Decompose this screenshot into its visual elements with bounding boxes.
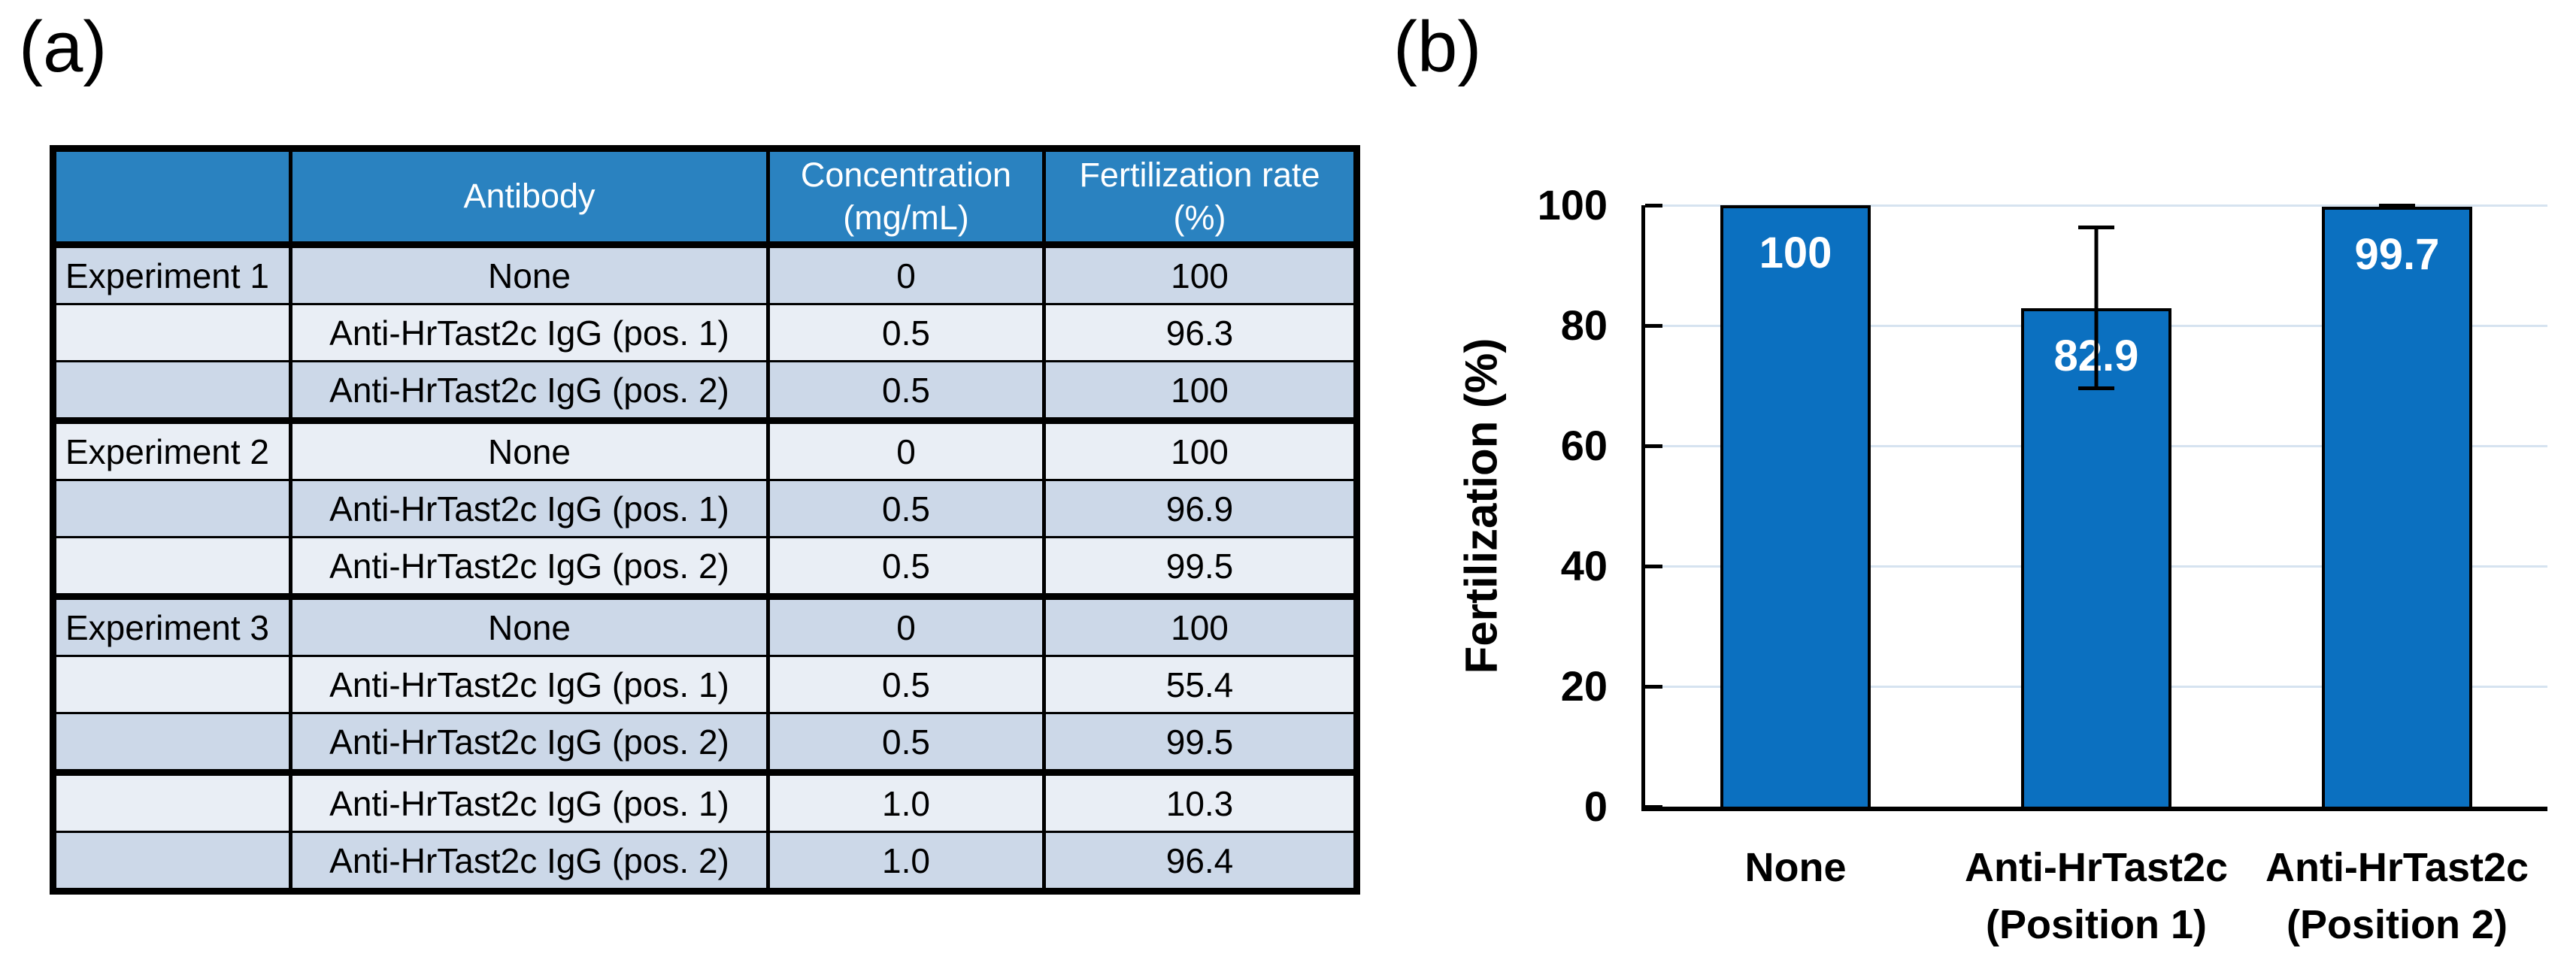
error-bar-top-cap	[2078, 226, 2114, 230]
table-row: Experiment 1 None 0 100	[51, 244, 1359, 305]
table-row: Anti-HrTast2c IgG (pos. 2) 1.0 96.4	[51, 831, 1359, 892]
experiment-cell	[51, 655, 292, 714]
fertilization-table: Antibody Concentration (mg/mL) Fertiliza…	[50, 145, 1360, 895]
y-axis-tick	[1645, 564, 1662, 568]
antibody-cell: Anti-HrTast2c IgG (pos. 2)	[289, 831, 770, 892]
table-row: Anti-HrTast2c IgG (pos. 2) 0.5 100	[51, 360, 1359, 424]
experiment-cell: Experiment 1	[51, 244, 292, 305]
concentration-cell: 0.5	[766, 536, 1046, 600]
x-axis-label: Anti-HrTast2c (Position 1)	[1964, 845, 2229, 947]
panel-a-label: (a)	[19, 7, 108, 87]
y-tick-label: 80	[1560, 301, 1608, 349]
gridline	[1645, 204, 2547, 207]
y-axis-tick	[1645, 323, 1662, 328]
rate-cell: 99.5	[1042, 536, 1359, 600]
concentration-cell: 0.5	[766, 712, 1046, 776]
antibody-cell: Anti-HrTast2c IgG (pos. 1)	[289, 479, 770, 538]
bar-1: 100	[1720, 205, 1871, 807]
rate-cell: 100	[1042, 360, 1359, 424]
experiment-cell	[51, 303, 292, 362]
antibody-cell: Anti-HrTast2c IgG (pos. 1)	[289, 771, 770, 833]
antibody-cell: None	[289, 244, 770, 305]
bar-value-label: 100	[1759, 229, 1832, 277]
experiment-cell: Experiment 3	[51, 595, 292, 657]
antibody-cell: Anti-HrTast2c IgG (pos. 2)	[289, 360, 770, 424]
concentration-cell: 1.0	[766, 771, 1046, 833]
y-axis-tick	[1645, 804, 1662, 809]
y-axis-title: Fertilization (%)	[1456, 338, 1507, 674]
antibody-cell: Anti-HrTast2c IgG (pos. 2)	[289, 536, 770, 600]
y-axis-tick	[1645, 203, 1662, 207]
antibody-cell: Anti-HrTast2c IgG (pos. 1)	[289, 655, 770, 714]
experiment-cell	[51, 771, 292, 833]
antibody-cell: None	[289, 595, 770, 657]
fertilization-rate-header-cell: Fertilization rate (%)	[1042, 147, 1359, 248]
concentration-cell: 0	[766, 419, 1046, 481]
table-row: Anti-HrTast2c IgG (pos. 1) 1.0 10.3	[51, 771, 1359, 833]
plot-area: Fertilization (%) 0 20 40 60 80 100 100 None 82.…	[1456, 184, 2547, 947]
y-tick-label: 40	[1560, 542, 1608, 589]
experiment-cell	[51, 360, 292, 424]
x-axis-label: Anti-HrTast2c (Position 2)	[2265, 845, 2529, 947]
table-header-row: Antibody Concentration (mg/mL) Fertiliza…	[51, 147, 1359, 248]
table-row: Anti-HrTast2c IgG (pos. 1) 0.5 96.9	[51, 479, 1359, 538]
bar-3: 99.7	[2322, 207, 2472, 807]
table-row: Anti-HrTast2c IgG (pos. 2) 0.5 99.5	[51, 712, 1359, 776]
y-tick-label: 100	[1537, 181, 1608, 229]
concentration-cell: 0.5	[766, 303, 1046, 362]
error-bar-bottom-cap	[2078, 386, 2114, 391]
rate-cell: 96.4	[1042, 831, 1359, 892]
panel-b-label: (b)	[1393, 7, 1482, 87]
table-row: Anti-HrTast2c IgG (pos. 2) 0.5 99.5	[51, 536, 1359, 600]
error-bar	[2078, 226, 2114, 391]
experiment-cell	[51, 712, 292, 776]
table-row: Anti-HrTast2c IgG (pos. 1) 0.5 55.4	[51, 655, 1359, 714]
y-tick-label: 60	[1560, 422, 1608, 469]
rate-cell: 96.9	[1042, 479, 1359, 538]
y-tick-label: 20	[1560, 662, 1608, 710]
table-row: Anti-HrTast2c IgG (pos. 1) 0.5 96.3	[51, 303, 1359, 362]
experiment-cell	[51, 831, 292, 892]
error-bar-top-cap	[2379, 204, 2415, 208]
error-bar	[2379, 204, 2415, 210]
table-row: Experiment 2 None 0 100	[51, 419, 1359, 481]
concentration-header-cell: Concentration (mg/mL)	[766, 147, 1046, 248]
concentration-cell: 0.5	[766, 655, 1046, 714]
x-axis-label: None	[1744, 845, 1847, 890]
error-bar-bottom-cap	[2379, 206, 2415, 210]
rate-cell: 100	[1042, 419, 1359, 481]
rate-cell: 10.3	[1042, 771, 1359, 833]
concentration-cell: 0	[766, 244, 1046, 305]
table-row: Experiment 3 None 0 100	[51, 595, 1359, 657]
y-axis-tick	[1645, 444, 1662, 448]
rate-cell: 96.3	[1042, 303, 1359, 362]
concentration-cell: 0.5	[766, 479, 1046, 538]
concentration-cell: 1.0	[766, 831, 1046, 892]
experiment-cell	[51, 536, 292, 600]
experiment-cell	[51, 479, 292, 538]
concentration-cell: 0	[766, 595, 1046, 657]
y-axis-tick	[1645, 684, 1662, 689]
antibody-cell: Anti-HrTast2c IgG (pos. 2)	[289, 712, 770, 776]
rate-cell: 100	[1042, 595, 1359, 657]
corner-header-cell	[51, 147, 292, 248]
antibody-header-cell: Antibody	[289, 147, 770, 248]
antibody-cell: Anti-HrTast2c IgG (pos. 1)	[289, 303, 770, 362]
concentration-cell: 0.5	[766, 360, 1046, 424]
antibody-cell: None	[289, 419, 770, 481]
rate-cell: 55.4	[1042, 655, 1359, 714]
y-tick-label: 0	[1583, 783, 1608, 830]
rate-cell: 99.5	[1042, 712, 1359, 776]
rate-cell: 100	[1042, 244, 1359, 305]
error-bar-line	[2094, 226, 2099, 391]
experiment-cell: Experiment 2	[51, 419, 292, 481]
bar-value-label: 99.7	[2354, 230, 2440, 280]
